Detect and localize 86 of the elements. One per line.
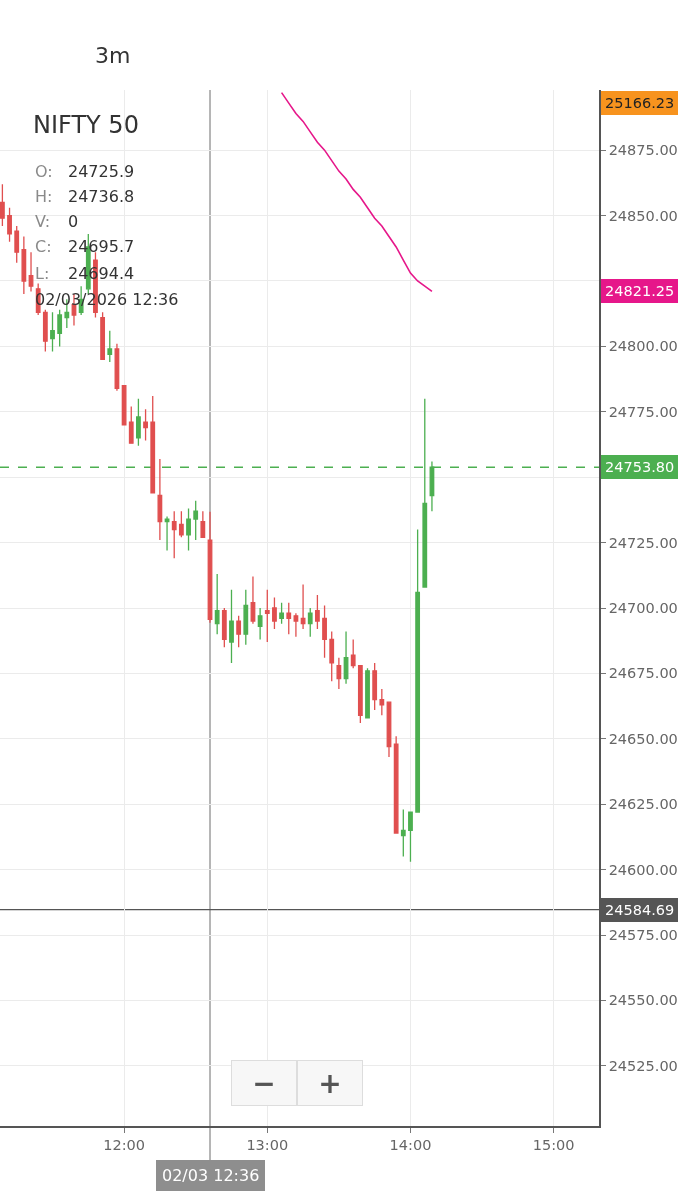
candlestick: [257, 607, 263, 641]
candlestick: [243, 589, 249, 646]
y-tick-label: 24675.00: [608, 665, 678, 682]
y-tick-label: 24525.00: [608, 1057, 678, 1074]
candlestick: [157, 458, 163, 541]
annotation: L:: [35, 264, 50, 283]
annotation: −: [252, 1066, 276, 1100]
annotation: 0: [68, 212, 79, 231]
candlestick: [236, 615, 242, 648]
candlestick: [136, 398, 141, 447]
y-tick-label: 24650.00: [608, 730, 678, 747]
candlestick: [379, 688, 385, 716]
candlestick: [286, 602, 292, 635]
annotation: O:: [35, 162, 53, 181]
y-tick-label: 24575.00: [608, 927, 678, 944]
line-series: [280, 91, 433, 293]
candlestick: [7, 207, 12, 243]
candlestick: [207, 511, 213, 624]
candlestick: [107, 330, 113, 363]
candlestick: [307, 607, 313, 638]
candlestick: [50, 311, 55, 353]
candlestick: [171, 510, 177, 559]
y-tick-label: 24875.00: [608, 142, 678, 159]
candlestick: [350, 638, 356, 669]
candlestick: [42, 309, 48, 353]
candlestick: [186, 507, 191, 552]
annotation: H:: [35, 187, 53, 206]
text: 24821.25: [605, 283, 675, 299]
candlestick: [372, 662, 378, 711]
y-tick-label: 24800.00: [608, 338, 678, 355]
ref-line-label: 24753.80: [605, 459, 675, 475]
candlestick: [400, 808, 406, 858]
candlestick: [178, 510, 184, 539]
candlestick: [393, 735, 399, 834]
annotation: +: [318, 1066, 342, 1100]
ref-line-label: 02/03 12:36: [162, 1166, 260, 1185]
y-tick-label: 24850.00: [608, 207, 678, 224]
candlestick: [221, 607, 227, 648]
text: 3m: [95, 43, 131, 68]
candlestick: [214, 573, 220, 635]
candlestick: [314, 594, 320, 630]
candlestick: [343, 630, 349, 685]
candlestick: [293, 612, 299, 638]
candlestick: [415, 528, 421, 813]
text: 25166.23: [605, 95, 675, 111]
annotation: C:: [35, 237, 52, 256]
x-tick-label: 14:00: [389, 1137, 432, 1154]
y-tick-label: 24700.00: [608, 600, 678, 617]
ref-line-label: 24584.69: [605, 902, 675, 918]
annotation: V:: [35, 212, 51, 231]
x-tick-label: 15:00: [532, 1137, 575, 1154]
candlestick: [28, 251, 34, 293]
candlestick: [229, 589, 234, 664]
x-tick-label: 13:00: [246, 1137, 289, 1154]
y-tick-label: 24600.00: [608, 861, 678, 878]
candlestick: [150, 395, 156, 494]
candlestick: [57, 309, 63, 348]
annotation: 24725.9: [68, 162, 135, 181]
candlestick: [357, 664, 363, 724]
y-tick-label: 24625.00: [608, 796, 678, 813]
candlestick: [143, 408, 148, 442]
candlestick: [279, 602, 285, 625]
candlestick: [250, 575, 256, 625]
y-tick-label: 24550.00: [608, 992, 678, 1009]
candlestick: [272, 596, 277, 630]
candlestick: [21, 235, 27, 295]
candlestick: [193, 500, 199, 541]
annotation: 24736.8: [68, 187, 135, 206]
candlestick: [100, 311, 106, 361]
y-tick-label: 24775.00: [608, 403, 678, 420]
text: NIFTY 50: [33, 111, 139, 140]
candlestick: [408, 811, 413, 863]
candlestick: [264, 589, 270, 643]
candlestick: [329, 630, 335, 682]
candlestick: [0, 183, 5, 227]
candlestick: [322, 604, 327, 659]
candlestick: [164, 515, 170, 552]
candlestick: [121, 384, 127, 426]
candlestick: [200, 510, 206, 539]
candlestick: [336, 657, 342, 690]
y-tick-label: 24725.00: [608, 534, 678, 551]
candlestick: [128, 405, 134, 444]
candlestick: [300, 583, 306, 630]
candlestick: [14, 225, 20, 264]
candlestick: [365, 667, 370, 719]
x-tick-label: 12:00: [103, 1137, 145, 1154]
